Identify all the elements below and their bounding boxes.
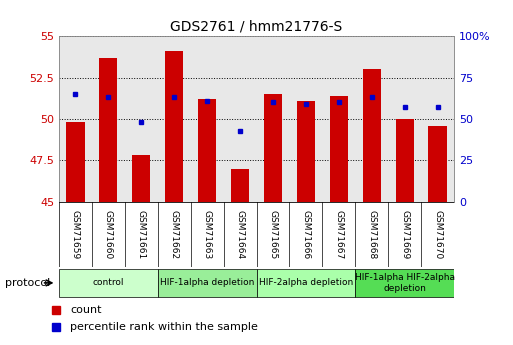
Bar: [66, 122, 85, 202]
Bar: [198, 99, 216, 202]
Bar: [100, 58, 117, 202]
Bar: [231, 169, 249, 202]
FancyBboxPatch shape: [256, 269, 355, 297]
Bar: [330, 96, 348, 202]
Text: HIF-1alpha depletion: HIF-1alpha depletion: [160, 278, 254, 287]
Bar: [396, 119, 413, 202]
FancyBboxPatch shape: [59, 269, 158, 297]
Text: GSM71666: GSM71666: [301, 210, 310, 259]
FancyBboxPatch shape: [158, 269, 256, 297]
Bar: [297, 101, 315, 202]
Bar: [132, 156, 150, 202]
Text: GSM71667: GSM71667: [334, 210, 343, 259]
Text: HIF-2alpha depletion: HIF-2alpha depletion: [259, 278, 353, 287]
Text: GSM71670: GSM71670: [433, 210, 442, 259]
Text: GSM71662: GSM71662: [170, 210, 179, 259]
Text: GSM71665: GSM71665: [268, 210, 278, 259]
Text: GSM71669: GSM71669: [400, 210, 409, 259]
Title: GDS2761 / hmm21776-S: GDS2761 / hmm21776-S: [170, 20, 343, 34]
Bar: [363, 69, 381, 202]
FancyBboxPatch shape: [355, 269, 454, 297]
Text: protocol: protocol: [5, 278, 50, 288]
Text: GSM71660: GSM71660: [104, 210, 113, 259]
Text: GSM71668: GSM71668: [367, 210, 376, 259]
Text: GSM71659: GSM71659: [71, 210, 80, 259]
Bar: [428, 126, 447, 202]
Text: percentile rank within the sample: percentile rank within the sample: [70, 322, 258, 332]
Text: GSM71663: GSM71663: [203, 210, 212, 259]
Bar: [165, 51, 183, 202]
Text: control: control: [93, 278, 124, 287]
Text: HIF-1alpha HIF-2alpha
depletion: HIF-1alpha HIF-2alpha depletion: [354, 273, 455, 293]
Text: GSM71664: GSM71664: [235, 210, 245, 259]
Bar: [264, 94, 282, 202]
Text: count: count: [70, 305, 102, 315]
Text: GSM71661: GSM71661: [137, 210, 146, 259]
